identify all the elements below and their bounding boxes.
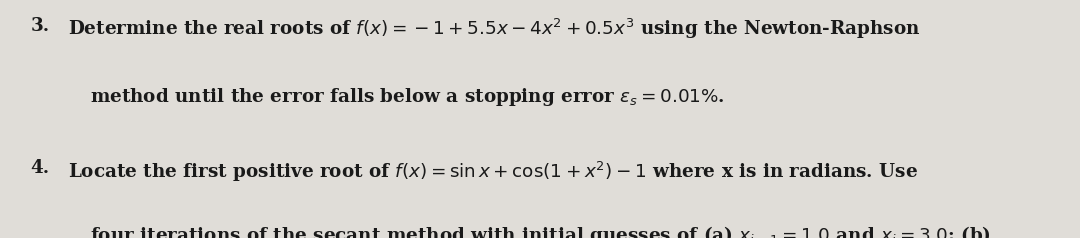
Text: Locate the first positive root of $f(x) = \sin x + \cos(1 + x^2) - 1$ where x is: Locate the first positive root of $f(x) … — [68, 159, 918, 183]
Text: 3.: 3. — [30, 17, 50, 35]
Text: method until the error falls below a stopping error $\varepsilon_s = 0.01\%$.: method until the error falls below a sto… — [90, 86, 725, 108]
Text: Determine the real roots of $f(x) = -1 + 5.5x - 4x^2 + 0.5x^3$ using the Newton-: Determine the real roots of $f(x) = -1 +… — [68, 17, 920, 41]
Text: four iterations of the secant method with initial guesses of (a) $x_{i-1} = 1.0$: four iterations of the secant method wit… — [90, 224, 990, 238]
Text: 4.: 4. — [30, 159, 50, 178]
